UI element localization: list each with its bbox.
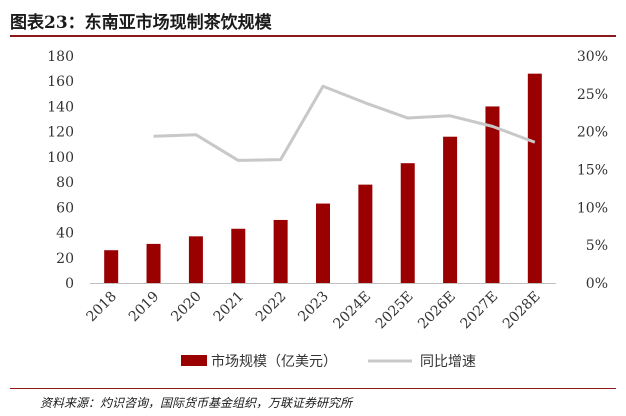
x-tick-label: 2021	[211, 289, 248, 326]
left-tick-label: 120	[47, 125, 74, 141]
left-tick-label: 60	[56, 200, 74, 216]
legend-line-label: 同比增速	[420, 354, 476, 370]
chart-area: 0 20 40 60 80 100 120 140 160 180 0% 5% 10% 15% 20% 25…	[47, 49, 608, 370]
left-tick-label: 180	[47, 49, 74, 65]
growth-line	[153, 84, 536, 162]
bar	[188, 236, 203, 283]
right-tick-label: 10%	[577, 200, 608, 216]
source-divider	[10, 388, 616, 389]
source-note: 资料来源：灼识咨询，国际货币基金组织，万联证券研究所	[40, 396, 353, 410]
right-tick-label: 30%	[577, 49, 608, 65]
left-tick-label: 100	[47, 150, 74, 166]
right-tick-label: 5%	[586, 238, 608, 254]
bar	[316, 203, 330, 283]
title-divider	[10, 35, 616, 37]
right-tick-label: 20%	[577, 125, 608, 141]
x-axis-labels: 2018 2019 2020 2021 2022 20232024E2025E2026E2…	[83, 289, 543, 333]
x-tick-label: 2026E	[415, 289, 459, 333]
x-tick-label: 2027E	[458, 289, 502, 333]
x-tick-label: 2023	[295, 289, 332, 326]
x-tick-label: 2019	[126, 289, 163, 326]
x-tick-label: 2024E	[330, 289, 374, 333]
left-tick-label: 40	[56, 226, 74, 242]
x-tick-label: 2020	[168, 289, 205, 326]
bar	[146, 243, 161, 283]
bar	[443, 136, 458, 283]
x-tick-label: 2022	[253, 289, 290, 326]
x-tick-label: 2028E	[500, 289, 544, 333]
left-tick-label: 80	[56, 175, 74, 191]
bar	[104, 250, 119, 283]
right-axis-ticks: 0% 5% 10% 15% 20% 25% 30%	[577, 49, 608, 292]
bar	[485, 106, 500, 283]
bar	[231, 228, 246, 283]
legend-bar-label: 市场规模（亿美元）	[211, 353, 337, 370]
right-tick-label: 25%	[577, 87, 608, 103]
growth-line-series	[153, 84, 536, 162]
bar	[400, 163, 415, 283]
bar	[527, 73, 542, 284]
bar	[273, 219, 288, 283]
right-tick-label: 15%	[577, 163, 608, 179]
x-tick-label: 2018	[83, 289, 120, 326]
left-tick-label: 140	[47, 99, 74, 115]
x-tick-label: 2025E	[373, 289, 417, 333]
bar-series	[104, 73, 542, 284]
left-tick-label: 0	[65, 276, 74, 292]
right-tick-label: 0%	[586, 276, 608, 292]
legend-bar-swatch	[181, 355, 207, 366]
bar	[358, 184, 373, 283]
left-tick-label: 20	[56, 251, 74, 267]
legend: 市场规模（亿美元） 同比增速	[181, 353, 476, 370]
left-tick-label: 160	[47, 74, 74, 90]
left-axis-ticks: 0 20 40 60 80 100 120 140 160 180	[47, 49, 74, 292]
chart-title: 图表23：东南亚市场现制茶饮规模	[10, 13, 272, 33]
